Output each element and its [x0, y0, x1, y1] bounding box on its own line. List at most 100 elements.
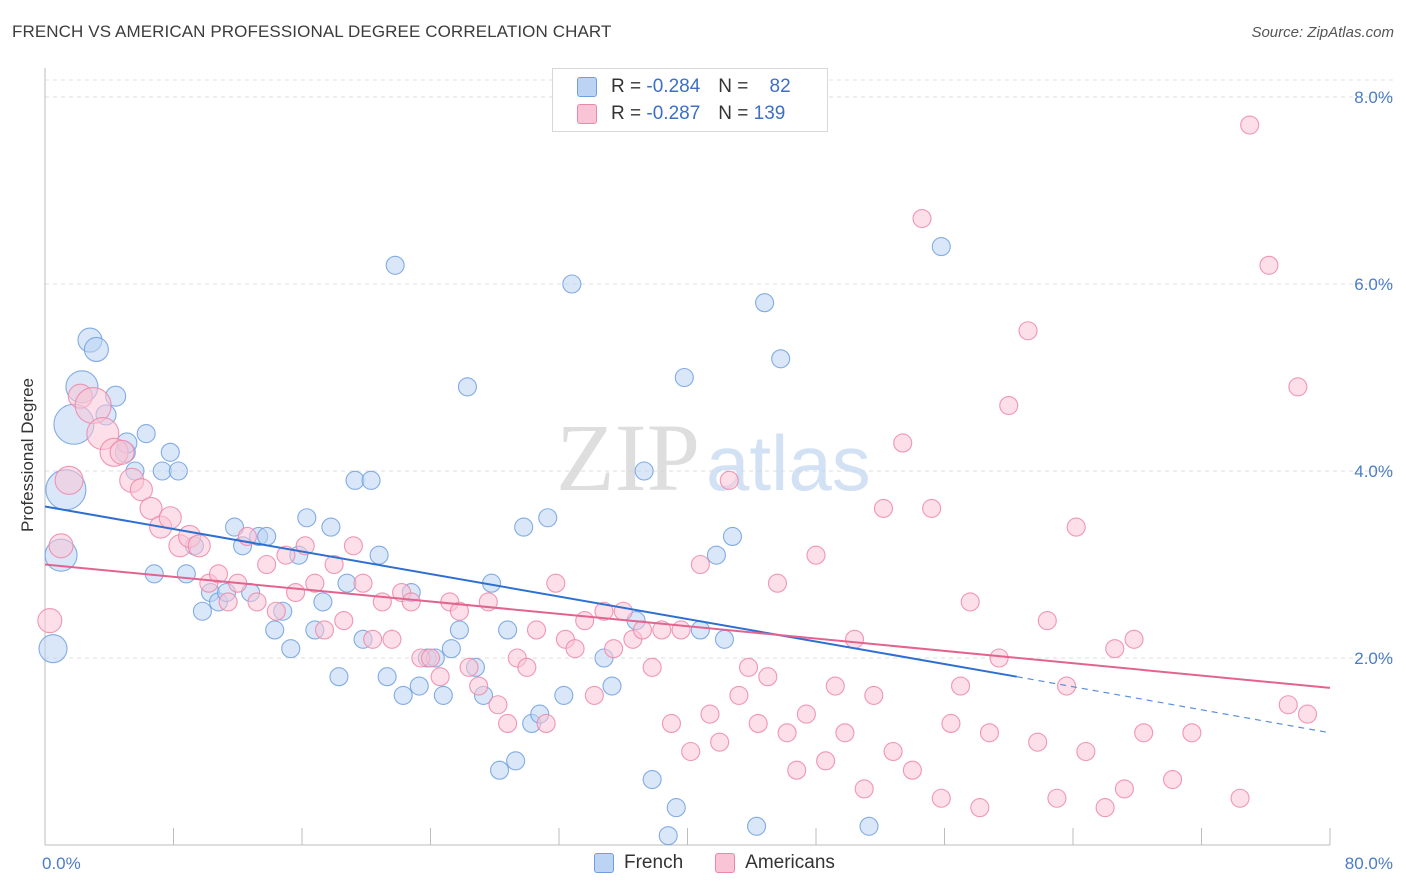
americans-point: [1259, 255, 1279, 275]
french-point: [554, 685, 574, 705]
legend-label-french: French: [624, 852, 684, 873]
french-point: [722, 526, 743, 547]
americans-point: [729, 685, 749, 705]
americans-point: [700, 704, 720, 724]
french-point: [329, 667, 349, 687]
french-point: [490, 760, 510, 780]
legend-n-label: N =: [718, 103, 749, 124]
y-axis-label: Professional Degree: [18, 378, 37, 532]
americans-point: [517, 657, 537, 677]
source-label: Source: ZipAtlas.com: [1251, 24, 1394, 41]
y-tick-label: 8.0%: [1354, 88, 1393, 107]
french-point: [297, 508, 317, 528]
legend-swatch-americans: [715, 853, 736, 873]
y-tick-label: 2.0%: [1354, 649, 1393, 668]
americans-point: [922, 498, 942, 518]
correlation-legend: R = -0.284 N = 82 R = -0.287 N = 139: [552, 68, 828, 132]
americans-point: [690, 554, 710, 575]
americans-point: [129, 478, 153, 502]
americans-point: [912, 209, 932, 229]
americans-point: [1076, 741, 1096, 762]
french-point: [514, 517, 534, 537]
french-point: [409, 676, 429, 696]
french-point: [931, 237, 951, 257]
americans-point: [363, 629, 383, 649]
americans-point: [1124, 629, 1144, 649]
french-point: [361, 470, 381, 490]
americans-point: [420, 648, 441, 668]
americans-point: [681, 741, 701, 762]
french-point: [393, 685, 413, 705]
legend-r-value: -0.287: [646, 103, 701, 124]
americans-point: [854, 779, 874, 799]
americans-point: [343, 536, 363, 556]
americans-point: [305, 573, 325, 593]
watermark-zip: ZIP: [556, 404, 700, 511]
americans-point: [247, 592, 267, 612]
americans-trend-line: [44, 563, 1331, 689]
americans-point: [334, 611, 354, 631]
americans-point: [324, 554, 344, 575]
french-point: [498, 620, 518, 640]
americans-point: [1095, 798, 1115, 818]
legend-r-label: R =: [611, 103, 642, 124]
french-point: [38, 634, 68, 664]
legend-r-label: R =: [611, 76, 642, 97]
americans-point: [1134, 723, 1154, 743]
french-point: [690, 620, 710, 640]
americans-point: [787, 760, 807, 780]
americans-point: [158, 506, 182, 530]
legend-item-french[interactable]: French: [594, 852, 683, 874]
americans-point: [710, 732, 730, 752]
americans-point: [1182, 723, 1202, 743]
french-point: [83, 336, 109, 363]
americans-point: [642, 657, 662, 677]
americans-point: [1230, 788, 1250, 808]
x-tick-label: 0.0%: [42, 854, 81, 873]
french-point: [747, 816, 767, 836]
americans-point: [257, 554, 277, 575]
french-point: [642, 769, 662, 790]
french-point: [257, 526, 277, 547]
americans-point: [806, 545, 826, 565]
americans-points: [37, 115, 1318, 818]
americans-point: [748, 713, 768, 734]
legend-row-french: R = -0.284 N = 82: [577, 75, 791, 99]
americans-point: [758, 667, 778, 687]
french-point: [176, 564, 196, 584]
legend-item-americans[interactable]: Americans: [715, 852, 835, 874]
americans-point: [604, 639, 624, 659]
americans-point: [777, 723, 797, 743]
french-trend-line: [44, 505, 1017, 678]
americans-point: [526, 620, 547, 640]
french-point: [441, 639, 461, 659]
americans-point: [48, 533, 74, 559]
french-point: [265, 620, 285, 640]
french-point: [714, 629, 734, 649]
french-point: [152, 461, 172, 481]
americans-point: [37, 608, 63, 634]
americans-point: [109, 439, 135, 465]
americans-point: [671, 620, 691, 640]
french-point: [506, 751, 526, 771]
americans-point: [979, 723, 1000, 743]
americans-point: [1278, 695, 1298, 715]
series-legend: French Americans: [594, 852, 867, 874]
americans-point: [951, 676, 971, 696]
americans-point: [816, 751, 836, 771]
americans-point: [266, 601, 286, 621]
americans-point: [883, 741, 903, 762]
americans-point: [469, 676, 489, 696]
french-point: [136, 424, 156, 444]
legend-swatch-french: [577, 77, 597, 97]
americans-point: [738, 657, 759, 677]
french-point: [337, 573, 357, 593]
french-point: [385, 255, 405, 275]
americans-point: [1114, 779, 1134, 799]
americans-point: [873, 498, 894, 518]
french-point: [658, 826, 678, 846]
french-trend-extension: [1016, 676, 1331, 734]
americans-point: [613, 601, 633, 621]
watermark: ZIP atlas: [556, 404, 871, 511]
legend-swatch-french: [594, 853, 614, 873]
